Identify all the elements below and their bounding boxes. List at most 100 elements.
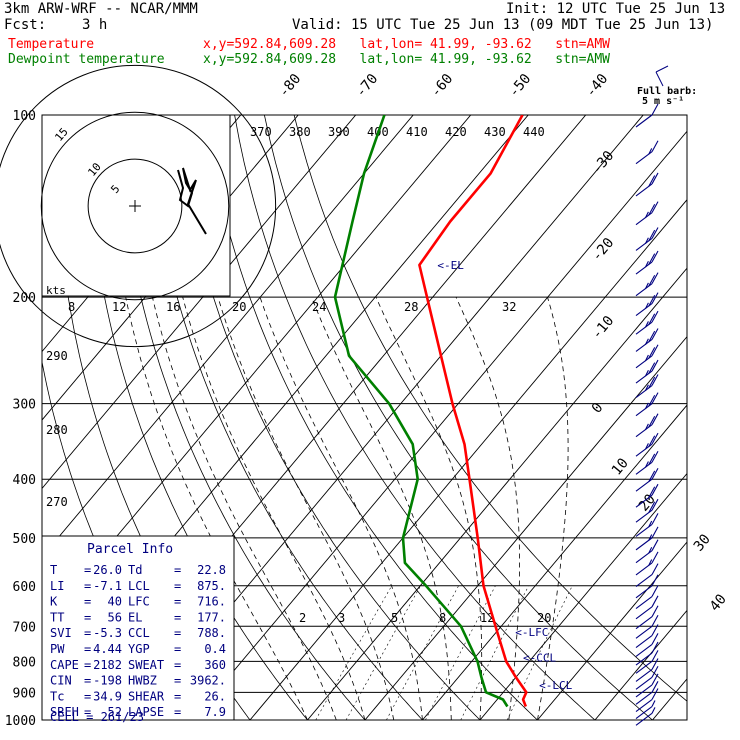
pressure-tick-label: 700 — [13, 620, 36, 635]
wind-barb-flag — [648, 347, 656, 359]
wind-barb-flag — [651, 328, 659, 340]
mixing-ratio-line — [345, 585, 421, 720]
wind-barb-flag — [651, 633, 659, 645]
hodograph-ring — [87, 158, 183, 254]
parcel-equals: = — [174, 689, 181, 703]
parcel-field-value: -198 — [93, 674, 122, 688]
theta-label: 370 — [250, 125, 272, 139]
pressure-tick-label: 500 — [13, 532, 36, 547]
wind-barb-flag — [648, 501, 656, 514]
parcel-info-panel — [41, 535, 235, 721]
wind-barb-flag — [648, 376, 656, 389]
forecast-label: Fcst: — [4, 17, 47, 33]
hodograph-speed-label: 12 — [112, 300, 126, 314]
isotherm-label: -40 — [583, 71, 612, 101]
parcel-field-value: 875. — [197, 579, 226, 593]
parcel-field-value: 7.9 — [204, 705, 226, 719]
wind-barb-half — [648, 520, 653, 528]
parcel-equals: = — [84, 674, 91, 688]
wind-barb-flag — [651, 467, 659, 480]
barb-legend-sample — [655, 65, 669, 73]
wind-barb-flag — [651, 498, 659, 511]
isotherm-label: -70 — [353, 71, 382, 101]
wind-barb-flag — [651, 359, 659, 372]
wind-barb-flag — [651, 272, 659, 284]
theta-label: 420 — [445, 125, 467, 139]
temperature-legend-label: Temperature — [8, 37, 95, 52]
isotherm — [421, 404, 687, 720]
theta-side-label: 290 — [46, 349, 68, 363]
wind-barb-flag — [648, 394, 656, 407]
wind-barb — [635, 676, 653, 690]
dry-adiabat — [174, 115, 481, 720]
pressure-tick-label: 300 — [13, 398, 36, 413]
hodograph-ring — [0, 64, 277, 348]
dewpoint-trace — [333, 115, 509, 708]
wind-barb-half — [648, 547, 653, 554]
temperature-trace — [418, 115, 528, 707]
parcel-field-label: CAPE — [50, 658, 79, 672]
wind-barb-flag — [651, 585, 659, 597]
parcel-equals: = — [174, 658, 181, 672]
wind-barb-flag — [651, 658, 659, 670]
parcel-equals: = — [174, 563, 181, 577]
wind-barb-half — [648, 559, 653, 566]
wind-barb-flag — [648, 362, 656, 374]
parcel-field-value: 22.8 — [197, 563, 226, 577]
theta-label: 410 — [406, 125, 428, 139]
isotherm-label: -60 — [428, 71, 457, 101]
pressure-tick-label: 200 — [13, 291, 36, 306]
plot-frame — [41, 114, 688, 721]
level-marker-lcl: <-LCL — [539, 679, 572, 692]
temperature-station-info: x,y=592.84,609.28 lat,lon= 41.99, -93.62… — [203, 37, 610, 52]
parcel-field-label: LI — [50, 579, 64, 593]
wind-barb-flag — [651, 140, 659, 152]
wind-barb-flag — [648, 175, 656, 187]
level-marker-ccl: <-CCL — [523, 651, 556, 664]
parcel-equals: = — [84, 579, 91, 593]
parcel-field-label: T — [50, 563, 57, 577]
parcel-field-label: SVI — [50, 626, 72, 640]
parcel-field-label: K — [50, 595, 58, 609]
moist-adiabat — [311, 296, 452, 720]
wind-barb — [635, 596, 653, 609]
hodograph-speed-label: 16 — [166, 300, 180, 314]
wind-barb-flag — [651, 688, 659, 700]
parcel-info-title: Parcel Info — [87, 542, 173, 557]
hodograph-speed-label: 24 — [312, 300, 326, 314]
isotherm-label: -30 — [589, 148, 618, 178]
wind-barb-flag — [648, 486, 656, 499]
wind-barb-flag — [651, 201, 659, 213]
wind-barb-flag — [651, 513, 659, 525]
wind-barb-flag — [648, 274, 656, 287]
wind-barb-half — [644, 211, 649, 219]
wind-barb-flag — [651, 250, 659, 263]
parcel-field-label: YGP — [128, 642, 150, 656]
wind-barb-flag — [651, 413, 659, 425]
dry-adiabat — [144, 115, 424, 720]
wind-barb-half — [644, 338, 649, 345]
moist-adiabat — [259, 296, 423, 720]
parcel-equals: = — [84, 626, 91, 640]
wind-barb-flag — [651, 624, 659, 636]
parcel-equals: = — [84, 642, 91, 656]
parcel-equals: = — [174, 626, 181, 640]
parcel-field-value: -5.3 — [93, 626, 122, 640]
wind-barb-flag — [651, 526, 659, 539]
parcel-equals: = — [84, 563, 91, 577]
wind-barb-flag — [651, 595, 659, 608]
isotherm — [42, 115, 357, 490]
wind-barb-flag — [648, 313, 656, 326]
wind-barb-flag — [648, 294, 656, 307]
wind-barb-flag — [651, 551, 659, 564]
parcel-field-value: 26. — [204, 689, 226, 703]
mixing-ratio-label: 3 — [338, 611, 345, 625]
parcel-field-value: 4.44 — [93, 642, 122, 656]
isotherm-label: -20 — [589, 235, 618, 265]
parcel-field-value: 34.9 — [93, 689, 122, 703]
wind-barb-half — [648, 148, 653, 155]
parcel-field-label: CCL — [128, 626, 150, 640]
parcel-field-value: 177. — [197, 610, 226, 624]
parcel-field-value: 788. — [197, 626, 226, 640]
